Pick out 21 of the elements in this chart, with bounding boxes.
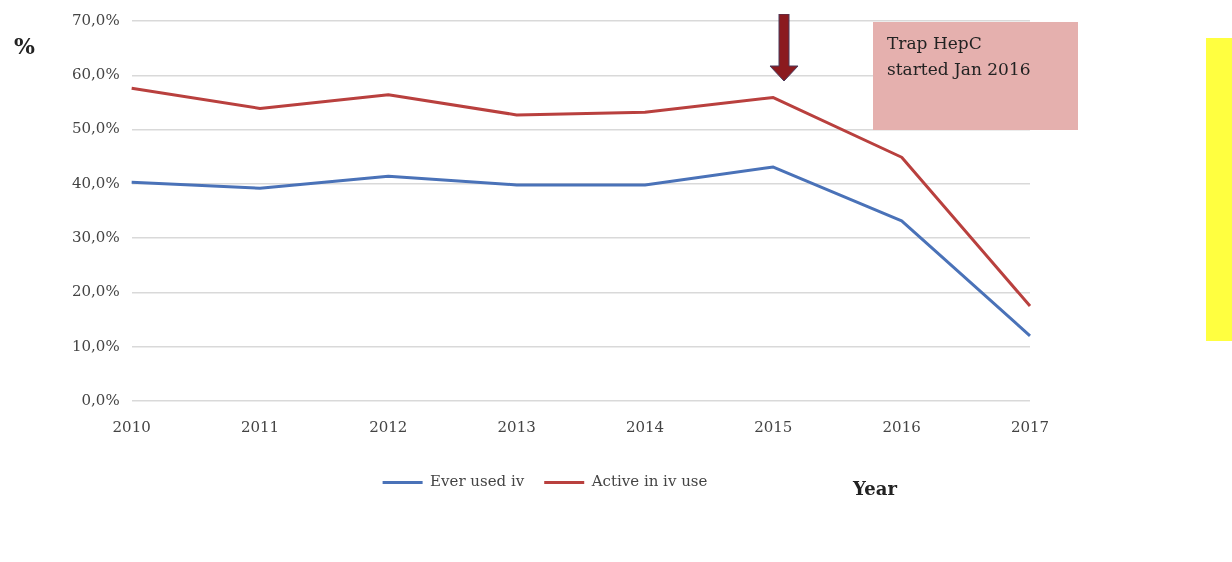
legend-label: Active in iv use — [590, 472, 708, 491]
y-tick-label: 70,0% — [72, 10, 120, 29]
legend-label: Ever used iv — [430, 472, 525, 491]
y-tick-label: 20,0% — [72, 282, 120, 301]
x-tick-label: 2016 — [882, 417, 921, 436]
y-tick-label: 0,0% — [81, 390, 120, 409]
x-tick-label: 2010 — [112, 417, 151, 436]
y-tick-label: 50,0% — [72, 119, 120, 138]
x-tick-label: 2011 — [240, 417, 280, 436]
x-tick-label: 2012 — [369, 417, 408, 436]
y-tick-label: 10,0% — [72, 336, 120, 355]
x-axis-title: Year — [852, 477, 898, 499]
x-tick-label: 2015 — [754, 417, 793, 436]
y-axis-title: % — [14, 32, 35, 59]
x-tick-label: 2013 — [497, 417, 536, 436]
annotation: Trap HepC started Jan 2016 — [887, 32, 1032, 81]
y-tick-label: 60,0% — [72, 65, 120, 84]
x-tick-label: 2017 — [1010, 417, 1050, 436]
x-tick-label: 2014 — [625, 417, 665, 436]
y-tick-label: 40,0% — [72, 173, 120, 192]
y-tick-label: 30,0% — [72, 228, 120, 247]
